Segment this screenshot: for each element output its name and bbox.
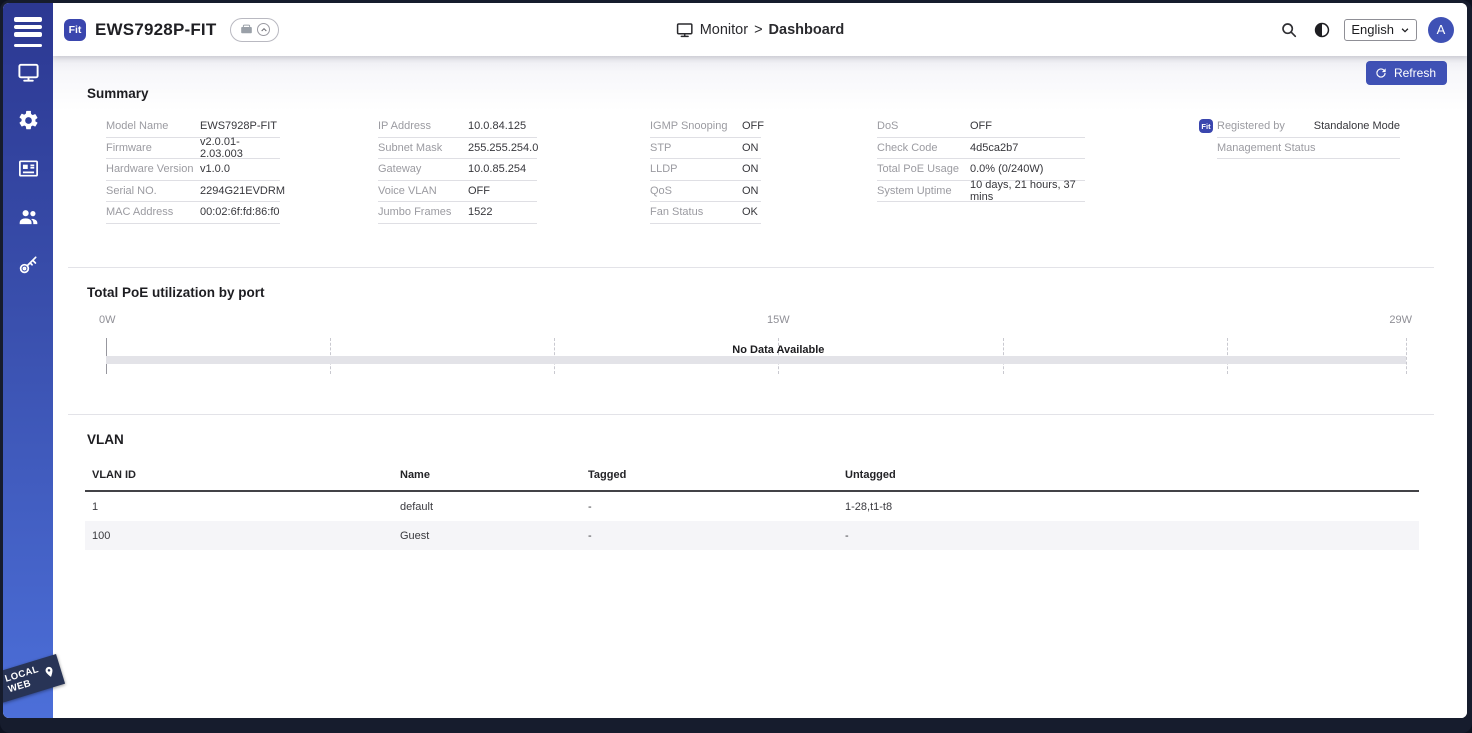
column-header: Untagged	[845, 468, 896, 481]
vlan-table: VLAN ID Name Tagged Untagged 1 default -…	[85, 459, 1419, 550]
language-select[interactable]: English	[1344, 18, 1417, 41]
poe-title: Total PoE utilization by port	[87, 285, 265, 300]
summary-row: Gateway 10.0.85.254	[378, 159, 537, 181]
column-header: VLAN ID	[92, 468, 136, 481]
breadcrumb-separator: >	[754, 21, 763, 38]
app-root: LOCAL WEB Fit EWS7928P-FIT Monitor > Das…	[3, 3, 1467, 718]
users-icon	[19, 209, 37, 224]
location-pin-icon	[45, 666, 53, 677]
search-icon	[1282, 22, 1297, 37]
summary-row: Fan Status OK	[650, 202, 761, 224]
summary-row: IP Address 10.0.84.125	[378, 116, 537, 138]
topbar-actions: English A	[1278, 16, 1454, 43]
sidebar-item-settings[interactable]	[3, 96, 53, 144]
summary-row: LLDP ON	[650, 159, 761, 181]
device-icon	[241, 24, 253, 34]
summary-column-2: IP Address 10.0.84.125 Subnet Mask 255.255…	[378, 116, 538, 224]
monitor-icon	[17, 63, 39, 82]
contrast-icon	[1315, 22, 1330, 37]
summary-row: Serial NO. 2294G21EVDRM	[106, 181, 285, 202]
fit-logo: Fit	[64, 18, 86, 41]
summary-row: Management Status	[1217, 138, 1400, 159]
table-row[interactable]: 1 default - 1-28,t1-t8	[92, 500, 893, 513]
topbar: Fit EWS7928P-FIT Monitor > Dashboard Eng…	[53, 3, 1467, 56]
breadcrumb-section[interactable]: Monitor	[699, 21, 749, 38]
sidebar-item-features[interactable]	[3, 144, 53, 192]
sidebar-item-security[interactable]	[3, 240, 53, 288]
breadcrumb: Monitor > Dashboard	[676, 21, 845, 39]
search-button[interactable]	[1278, 19, 1300, 41]
summary-column-1: Model Name EWS7928P-FIT Firmware v2.0.01-2…	[106, 116, 285, 224]
chevron-down-icon	[1401, 27, 1409, 33]
monitor-icon	[676, 22, 693, 37]
key-icon	[19, 255, 37, 273]
device-title: EWS7928P-FIT	[95, 19, 217, 39]
gauge-tick	[1406, 338, 1407, 374]
column-header: Tagged	[588, 468, 627, 481]
refresh-button[interactable]: Refresh	[1365, 61, 1447, 85]
gauge-mid-label: 15W	[767, 314, 790, 326]
summary-row: MAC Address 00:02:6f:fd:86:f0	[106, 202, 280, 224]
gauge-bar	[106, 356, 1406, 364]
hamburger-icon	[14, 17, 42, 22]
section-divider	[68, 414, 1434, 415]
summary-row: DoS OFF	[877, 116, 1085, 138]
summary-row: Voice VLAN OFF	[378, 181, 537, 202]
summary-row: Total PoE Usage 0.0% (0/240W)	[877, 159, 1085, 181]
summary-row: STP ON	[650, 138, 761, 159]
summary-row: QoS ON	[650, 181, 761, 202]
menu-toggle-button[interactable]	[3, 3, 53, 56]
poe-utilization-gauge: 0W 15W 29W No Data Available	[99, 314, 1412, 378]
summary-column-5: Fit Registered by Standalone Mode Manage…	[1199, 116, 1400, 159]
summary-row: Subnet Mask 255.255.254.0	[378, 138, 538, 159]
device-selector[interactable]	[230, 17, 280, 42]
chevron-up-icon	[257, 23, 271, 36]
theme-contrast-button[interactable]	[1311, 19, 1333, 41]
table-row[interactable]: 100 Guest - -	[85, 521, 1419, 550]
gauge-max-label: 29W	[1389, 314, 1412, 326]
refresh-label: Refresh	[1393, 66, 1436, 80]
sidebar-item-users[interactable]	[3, 192, 53, 240]
breadcrumb-page: Dashboard	[768, 21, 845, 38]
vlan-title: VLAN	[87, 432, 124, 447]
avatar[interactable]: A	[1428, 16, 1454, 43]
summary-title: Summary	[87, 86, 149, 101]
summary-row: Model Name EWS7928P-FIT	[106, 116, 280, 138]
summary-row: Fit Registered by Standalone Mode	[1199, 116, 1400, 138]
gauge-min-label: 0W	[99, 314, 116, 326]
gear-icon	[19, 110, 37, 129]
fit-badge-icon: Fit	[1199, 119, 1213, 134]
summary-row: Jumbo Frames 1522	[378, 202, 537, 224]
section-divider	[68, 267, 1434, 268]
sidebar-item-monitor[interactable]	[3, 48, 53, 96]
summary-column-4: DoS OFF Check Code 4d5ca2b7 Total PoE Usag…	[877, 116, 1085, 203]
local-web-badge: LOCAL WEB	[3, 654, 66, 703]
summary-row: Hardware Version v1.0.0	[106, 159, 280, 181]
summary-column-3: IGMP Snooping OFF STP ON LLDP ON QoS ON Fan …	[650, 116, 764, 224]
sidebar: LOCAL WEB	[3, 3, 66, 718]
vlan-header-row: VLAN ID Name Tagged Untagged	[85, 459, 1419, 492]
no-data-message: No Data Available	[732, 344, 825, 356]
summary-row: System Uptime 10 days, 21 hours, 37 mins	[877, 179, 1085, 203]
main-content: Refresh Summary Model Name EWS7928P-FIT F…	[53, 56, 1467, 718]
sidebar-nav	[3, 48, 53, 288]
summary-row: Firmware v2.0.01-2.03.003	[106, 136, 280, 160]
summary-row: IGMP Snooping OFF	[650, 116, 764, 138]
language-value: English	[1351, 22, 1394, 37]
summary-row: Check Code 4d5ca2b7	[877, 138, 1085, 159]
sidebar-header-divider	[14, 44, 42, 47]
column-header: Name	[400, 468, 430, 481]
refresh-icon	[1376, 68, 1386, 78]
feature-card-icon	[18, 159, 38, 177]
